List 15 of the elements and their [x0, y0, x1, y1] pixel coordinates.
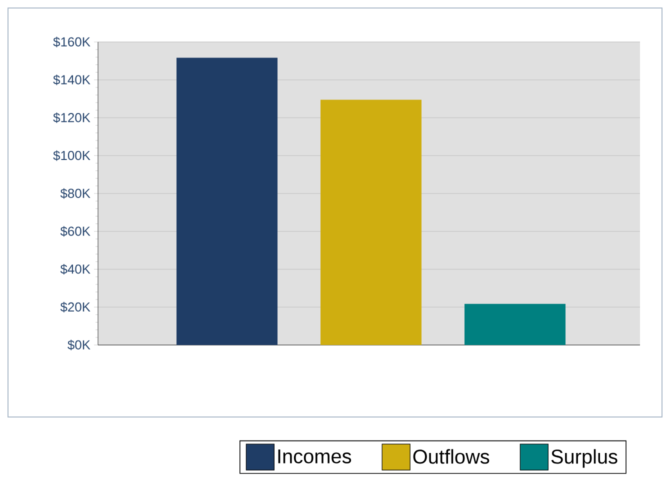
bar: [464, 304, 566, 345]
bar: [176, 58, 278, 345]
y-tick-label: $80K: [60, 188, 90, 199]
y-tick-label: $160K: [53, 36, 90, 48]
y-tick-label: $60K: [60, 226, 90, 237]
y-tick-label: $40K: [60, 264, 90, 274]
legend-label: Incomes: [278, 450, 352, 464]
bar: [320, 100, 422, 345]
y-tick-label: $120K: [53, 112, 90, 123]
y-tick-label: $20K: [60, 302, 90, 312]
y-tick-label: $0K: [68, 340, 90, 350]
y-tick-label: $140K: [53, 74, 90, 86]
legend-label: Outflows: [413, 449, 490, 464]
legend-label: Surplus: [551, 449, 618, 468]
y-tick-label: $100K: [53, 150, 90, 161]
